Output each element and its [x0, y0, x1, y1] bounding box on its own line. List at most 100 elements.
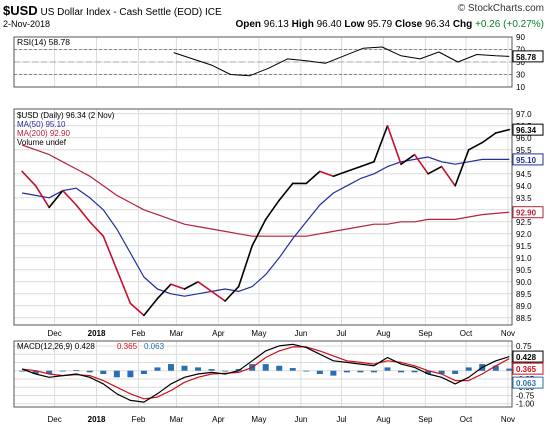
price-segment — [210, 290, 226, 302]
macd-histogram-bar — [343, 370, 350, 373]
macd-histogram-bar — [73, 370, 80, 371]
price-segment — [359, 161, 375, 168]
ohlc-readout: Open 96.13 High 96.40 Low 95.79 Close 96… — [235, 19, 544, 30]
macd-value-label: 0.428 — [516, 353, 537, 362]
y-tick-label: 10 — [516, 83, 525, 92]
price-segment — [264, 199, 281, 221]
rsi-panel: 10 30 50 70 90 RSI(14) 58.78 58.78 — [13, 33, 544, 92]
chg-label: Chg — [452, 19, 473, 30]
price-segment — [251, 218, 267, 247]
low-value: 95.79 — [367, 19, 393, 30]
price-segment — [413, 153, 429, 175]
price-segment — [34, 185, 50, 209]
price-segment — [102, 235, 118, 271]
price-segment — [237, 245, 253, 288]
macd-histogram-bar — [506, 368, 513, 371]
price-legend-3: Volume undef — [17, 138, 67, 147]
rsi-frame — [13, 36, 513, 88]
macd-histogram-bar — [465, 367, 472, 371]
exchange: ICE — [204, 7, 222, 18]
y-tick-label: 97.0 — [516, 110, 532, 119]
macd-legend-1: 0.365 — [117, 342, 138, 351]
macd-histogram-bar — [181, 365, 188, 371]
macd-histogram-bar — [289, 368, 296, 371]
x-tick-label: Aug — [376, 415, 390, 424]
macd-histogram-bar — [330, 370, 337, 376]
macd-histogram-bar — [370, 370, 377, 373]
open-label: Open — [235, 19, 261, 30]
macd-histogram-bar — [195, 367, 202, 371]
macd-histogram-bar — [32, 370, 39, 374]
high-label: High — [291, 19, 314, 30]
macd-histogram-bar — [140, 370, 147, 374]
price-segment — [400, 153, 416, 165]
ma200-line — [21, 144, 510, 237]
y-tick-label: 95.5 — [516, 146, 532, 155]
macd-histogram-bar — [303, 370, 310, 372]
close-label: Close — [395, 19, 423, 30]
macd-histogram-bar — [276, 365, 283, 371]
symbol: $USD — [3, 3, 38, 18]
instrument-name: US Dollar Index - Cash Settle (EOD) — [40, 7, 203, 18]
y-tick-label: 0.75 — [516, 342, 532, 351]
x-axis-bottom: Dec 2018 Feb Mar Apr May Jun Jul Aug Sep Oct Nov — [47, 415, 515, 424]
rsi-line — [173, 46, 510, 77]
macd-signal-line — [22, 346, 510, 400]
y-tick-label: 94.5 — [516, 170, 532, 179]
macd-histogram-bar — [235, 369, 242, 371]
price-segment — [21, 170, 37, 187]
x-tick-label: Oct — [460, 415, 473, 424]
close-value: 96.34 — [425, 19, 451, 30]
macd-legend-2: 0.063 — [144, 342, 165, 351]
x-axis-mid: Dec 2018 Feb Mar Apr May Jun Jul Aug Sep Oct Nov — [47, 329, 515, 338]
macd-histogram-bar — [222, 370, 229, 372]
price-frame — [13, 108, 513, 326]
x-tick-label: Feb — [132, 329, 146, 338]
price-legend-0: $USD (Daily) 96.34 (2 Nov) — [17, 111, 115, 120]
macd-histogram-bar — [127, 370, 134, 378]
y-tick-label: -0.75 — [516, 391, 535, 400]
y-tick-label: 91.5 — [516, 242, 532, 251]
chg-value: +0.26 (+0.27%) — [475, 19, 544, 30]
price-value-label: 96.34 — [516, 126, 537, 135]
rsi-value-label: 58.78 — [516, 53, 537, 62]
price-segment — [116, 268, 132, 305]
x-tick-label: Apr — [212, 415, 225, 424]
price-segment — [129, 302, 145, 317]
x-tick-label: Oct — [460, 329, 473, 338]
x-tick-label: Jul — [336, 329, 346, 338]
x-tick-label: 2018 — [88, 329, 106, 338]
y-tick-label: 96.0 — [516, 134, 532, 143]
macd-histogram-bar — [100, 370, 107, 374]
brand-watermark: © StockCharts.com — [457, 3, 544, 14]
price-segment — [48, 189, 64, 209]
price-segment — [481, 132, 497, 144]
y-tick-label: -1.00 — [516, 400, 535, 409]
x-tick-label: Jul — [336, 415, 346, 424]
macd-histogram-bar — [316, 370, 323, 374]
x-tick-label: Dec — [47, 329, 61, 338]
price-segment — [427, 165, 443, 175]
price-segment — [156, 283, 172, 300]
macd-panel: -1.00-0.75-0.50-0.250.000.250.500.75MACD… — [13, 340, 544, 409]
price-segment — [386, 125, 402, 165]
macd-histogram-bar — [425, 370, 432, 374]
macd-histogram-bar — [154, 367, 161, 371]
macd-histogram-bar — [398, 370, 405, 373]
x-tick-label: Feb — [132, 415, 146, 424]
open-value: 96.13 — [263, 19, 289, 30]
price-segment — [319, 170, 335, 177]
macd-histogram-bar — [167, 364, 174, 371]
price-segment — [440, 165, 456, 187]
x-tick-label: Mar — [170, 415, 184, 424]
macd-legend-0: MACD(12,26,9) 0.428 — [17, 342, 95, 351]
price-segment — [143, 297, 159, 317]
y-tick-label: 88.5 — [516, 314, 532, 323]
x-tick-label: Sep — [418, 329, 433, 338]
chart-title: $USD US Dollar Index - Cash Settle (EOD)… — [3, 3, 222, 18]
x-tick-label: Apr — [212, 329, 225, 338]
signal-value-label: 0.365 — [516, 365, 537, 374]
price-panel: 88.589.089.590.090.591.091.592.092.593.0… — [13, 108, 544, 326]
x-tick-label: Jun — [294, 329, 307, 338]
